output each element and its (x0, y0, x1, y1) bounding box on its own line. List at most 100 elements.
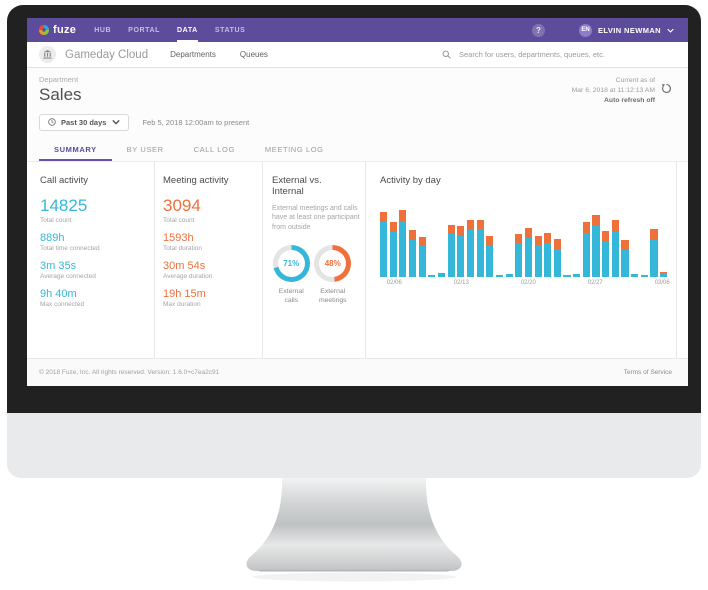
bar-02/05 (380, 212, 388, 277)
top-nav: fuze HUB PORTAL DATA STATUS ? EN ELVIN NEWM… (27, 18, 688, 42)
bar-segment-calls (534, 245, 542, 277)
stat-value: 889h (40, 232, 65, 244)
tab-meeting-log[interactable]: MEETING LOG (264, 145, 324, 154)
bar-segment-calls (611, 231, 619, 277)
bar-03/05 (650, 229, 658, 277)
bar-02/26 (582, 221, 590, 277)
x-tick-02-06: 02/06 (386, 280, 402, 286)
stat-label: Total time connected (40, 245, 100, 252)
nav-item-data[interactable]: DATA (177, 18, 198, 42)
tab-summary[interactable]: SUMMARY (39, 139, 112, 161)
bar-segment-meetings (544, 233, 552, 243)
clock-icon (48, 118, 56, 126)
bar-03/01 (611, 220, 619, 277)
refresh-icon[interactable] (661, 83, 672, 94)
bar-02/17 (495, 274, 504, 277)
meeting-activity-panel: Meeting activity 3094 Total count 1593h Tot… (155, 162, 263, 368)
bar-02/08 (408, 230, 417, 277)
bar-02/22 (544, 233, 552, 277)
tab-bar-rule (27, 161, 688, 162)
tab-call-log[interactable]: CALL LOG (193, 145, 235, 154)
bar-02/24 (563, 274, 571, 277)
bar-02/25 (573, 273, 581, 277)
fuze-logo[interactable]: fuze (38, 24, 76, 36)
stat-average-connected: 3m 35s Average connected (40, 260, 144, 280)
meeting-activity-title: Meeting activity (163, 175, 229, 186)
donut-ring: 71% (272, 245, 310, 283)
bar-02/07 (399, 209, 407, 277)
bar-segment-calls (380, 222, 388, 277)
bar-03/03 (631, 273, 639, 277)
bar-segment-meetings (592, 214, 600, 227)
bar-segment-calls (553, 248, 561, 277)
bar-segment-calls (573, 273, 581, 277)
meeting-activity-stats: 3094 Total count 1593h Total duration 30m 54… (163, 196, 252, 308)
monitor-stand (246, 478, 462, 582)
fuze-logo-icon (39, 25, 49, 35)
bar-segment-meetings (408, 230, 417, 240)
donut-ring: 48% (314, 245, 352, 283)
bar-02/11 (437, 273, 446, 277)
bar-segment-meetings (524, 227, 532, 238)
nav-item-portal[interactable]: PORTAL (128, 26, 161, 34)
bar-segment-calls (563, 274, 571, 277)
donut-value: 71% (277, 250, 305, 278)
bar-segment-meetings (380, 212, 388, 223)
bar-segment-calls (621, 250, 629, 277)
x-tick-02-13: 02/13 (453, 280, 469, 286)
chevron-down-icon[interactable] (667, 28, 674, 33)
help-icon[interactable]: ? (532, 23, 545, 37)
stat-label: Max connected (40, 301, 85, 308)
bar-02/28 (602, 231, 610, 277)
donut-label: External meetings (318, 288, 347, 305)
user-menu[interactable]: ELVIN NEWMAN (598, 25, 661, 35)
app-footer: © 2018 Fuze, Inc. All rights reserved. V… (27, 358, 688, 386)
terms-of-service-link[interactable]: Terms of Service (623, 369, 672, 376)
sub-nav: Gameday Cloud Departments Queues (27, 42, 688, 68)
bar-segment-meetings (660, 272, 668, 274)
stat-total-time-connected: 889h Total time connected (40, 232, 144, 252)
stat-value: 3m 35s (40, 260, 77, 272)
app-window: fuze HUB PORTAL DATA STATUS ? EN ELVIN NEWM… (27, 18, 688, 386)
stat-total-count: 3094 Total count (163, 196, 252, 224)
bar-segment-meetings (553, 238, 561, 249)
x-tick-02-20: 02/20 (520, 280, 536, 286)
page-header: Department Sales Current as of Mar 6, 20… (27, 68, 688, 161)
stat-value: 3094 (163, 196, 201, 215)
call-activity-panel: Call activity 14825 Total count 889h Total … (38, 162, 155, 368)
logo-text: fuze (53, 24, 77, 36)
bar-02/18 (505, 273, 513, 277)
building-icon (43, 50, 52, 59)
activity-by-day-title: Activity by day (380, 175, 441, 186)
bar-segment-calls (515, 242, 523, 277)
bar-segment-calls (389, 231, 397, 277)
stat-value: 9h 40m (40, 288, 77, 300)
tab-by-user[interactable]: BY USER (126, 145, 164, 154)
date-range-text: Feb 5, 2018 12:00am to present (142, 117, 250, 127)
search-input[interactable] (457, 49, 672, 60)
nav-item-hub[interactable]: HUB (94, 26, 112, 34)
nav-item-status[interactable]: STATUS (214, 26, 246, 34)
subnav-links: Departments Queues (170, 50, 292, 59)
bar-segment-meetings (476, 220, 484, 229)
date-range-button[interactable]: Past 30 days (39, 113, 130, 131)
subnav-link-departments[interactable]: Departments (170, 50, 216, 59)
x-tick-03-06: 03/06 (654, 280, 670, 286)
x-axis-labels: 02/06 02/13 02/20 02/27 03/06 (380, 280, 670, 290)
bar-segment-calls (602, 241, 610, 277)
search-icon (442, 50, 451, 59)
bar-segment-meetings (602, 231, 610, 242)
subnav-link-queues[interactable]: Queues (239, 50, 268, 59)
bar-plot (380, 199, 668, 277)
donut-label: External calls (278, 288, 304, 305)
date-range-row: Past 30 days Feb 5, 2018 12:00am to pres… (39, 113, 672, 131)
bar-segment-meetings (486, 236, 494, 246)
stat-value: 14825 (40, 196, 88, 215)
bar-03/06 (660, 272, 668, 277)
x-tick-02-27: 02/27 (587, 280, 603, 286)
bar-segment-meetings (621, 240, 629, 251)
nav-right: ? EN ELVIN NEWMAN (532, 23, 674, 37)
stat-value: 19h 15m (163, 288, 206, 300)
bar-segment-calls (524, 238, 532, 277)
bar-segment-calls (650, 239, 658, 277)
